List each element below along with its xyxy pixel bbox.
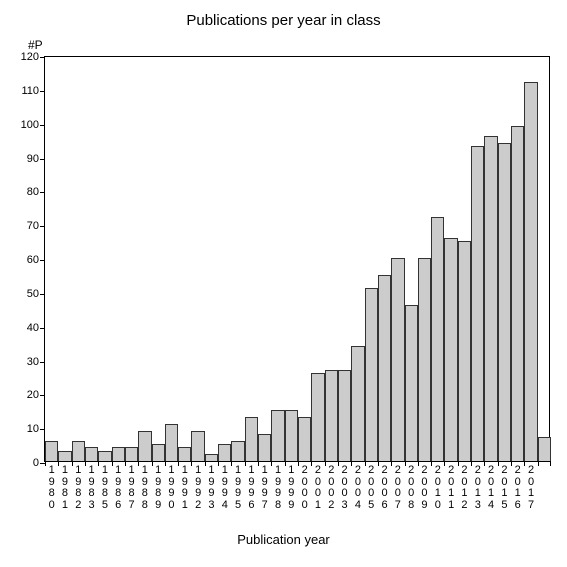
bar [378, 275, 391, 461]
x-tick-label: 1 9 9 7 [258, 461, 271, 511]
x-tick-label: 2 0 0 1 [311, 461, 324, 511]
x-tick-label: 1 9 8 5 [98, 461, 111, 511]
y-tick-label: 40 [27, 322, 45, 334]
x-tick-label: 1 9 8 3 [85, 461, 98, 511]
x-tick-label: 2 0 1 5 [498, 461, 511, 511]
bar [58, 451, 71, 461]
y-tick-label: 100 [21, 119, 45, 131]
x-tick-label: 1 9 9 2 [191, 461, 204, 511]
x-tick-label: 2 0 0 4 [351, 461, 364, 511]
bar [125, 447, 138, 461]
x-tick-label: 1 9 8 7 [125, 461, 138, 511]
y-tick-label: 120 [21, 51, 45, 63]
x-tick-label: 2 0 0 0 [298, 461, 311, 511]
bar [98, 451, 111, 461]
bar [258, 434, 271, 461]
x-axis-title: Publication year [0, 532, 567, 547]
bar [365, 288, 378, 461]
x-tick-label: 2 0 0 7 [391, 461, 404, 511]
x-tick-label: 1 9 9 8 [271, 461, 284, 511]
bar [205, 454, 218, 461]
bar [231, 441, 244, 461]
bar [538, 437, 551, 461]
y-tick-label: 60 [27, 254, 45, 266]
y-tick-label: 110 [21, 85, 45, 97]
x-tick-label: 1 9 9 5 [231, 461, 244, 511]
bar [245, 417, 258, 461]
bar [72, 441, 85, 461]
y-tick-label: 0 [33, 457, 45, 469]
x-tick-label: 2 0 0 3 [338, 461, 351, 511]
x-tick-label: 2 0 1 6 [511, 461, 524, 511]
bar [285, 410, 298, 461]
chart-title: Publications per year in class [0, 12, 567, 29]
x-tick-label: 1 9 8 0 [45, 461, 58, 511]
x-tick-label: 2 0 0 9 [418, 461, 431, 511]
bar [191, 431, 204, 461]
x-tick-label: 2 0 1 0 [431, 461, 444, 511]
bar [45, 441, 58, 461]
y-tick-label: 20 [27, 389, 45, 401]
x-tick-label: 1 9 8 9 [152, 461, 165, 511]
bar [391, 258, 404, 461]
y-axis-title: #P [28, 38, 43, 52]
bar [524, 82, 537, 461]
x-tick-label: 1 9 8 2 [72, 461, 85, 511]
bar [351, 346, 364, 461]
x-tick-label: 1 9 9 3 [205, 461, 218, 511]
bar [498, 143, 511, 461]
y-tick-label: 70 [27, 220, 45, 232]
x-tick-label: 2 0 0 2 [325, 461, 338, 511]
y-tick-label: 90 [27, 153, 45, 165]
bar [511, 126, 524, 461]
x-tick-label: 2 0 0 8 [405, 461, 418, 511]
chart-container: Publications per year in class #P 010203… [0, 0, 567, 567]
bar [458, 241, 471, 461]
bar [471, 146, 484, 461]
bar [138, 431, 151, 461]
y-tick-label: 30 [27, 356, 45, 368]
y-tick-label: 50 [27, 288, 45, 300]
x-tick-label: 1 9 9 6 [245, 461, 258, 511]
bar [484, 136, 497, 461]
x-tick-label: 2 0 1 1 [444, 461, 457, 511]
x-tick-label: 1 9 9 9 [285, 461, 298, 511]
bar [271, 410, 284, 461]
x-tick-label: 1 9 9 4 [218, 461, 231, 511]
x-tick-label: 1 9 9 1 [178, 461, 191, 511]
bar [405, 305, 418, 461]
x-tick-mark [538, 461, 539, 466]
x-tick-mark [550, 461, 551, 466]
x-tick-label: 2 0 0 6 [378, 461, 391, 511]
x-tick-label: 1 9 9 0 [165, 461, 178, 511]
x-tick-label: 2 0 0 5 [365, 461, 378, 511]
bar [431, 217, 444, 461]
bar [218, 444, 231, 461]
bar [112, 447, 125, 461]
y-tick-label: 10 [27, 423, 45, 435]
bar [418, 258, 431, 461]
x-tick-label: 1 9 8 6 [112, 461, 125, 511]
bar [298, 417, 311, 461]
bar [338, 370, 351, 461]
bar [311, 373, 324, 461]
plot-area: 01020304050607080901001101201 9 8 01 9 8… [44, 56, 550, 462]
bar [178, 447, 191, 461]
bar [85, 447, 98, 461]
x-tick-label: 2 0 1 2 [458, 461, 471, 511]
x-tick-label: 1 9 8 8 [138, 461, 151, 511]
bar [325, 370, 338, 461]
x-tick-label: 1 9 8 1 [58, 461, 71, 511]
y-tick-label: 80 [27, 186, 45, 198]
bar [444, 238, 457, 461]
bar [152, 444, 165, 461]
x-tick-label: 2 0 1 7 [524, 461, 537, 511]
x-tick-label: 2 0 1 4 [484, 461, 497, 511]
x-tick-label: 2 0 1 3 [471, 461, 484, 511]
bar [165, 424, 178, 461]
